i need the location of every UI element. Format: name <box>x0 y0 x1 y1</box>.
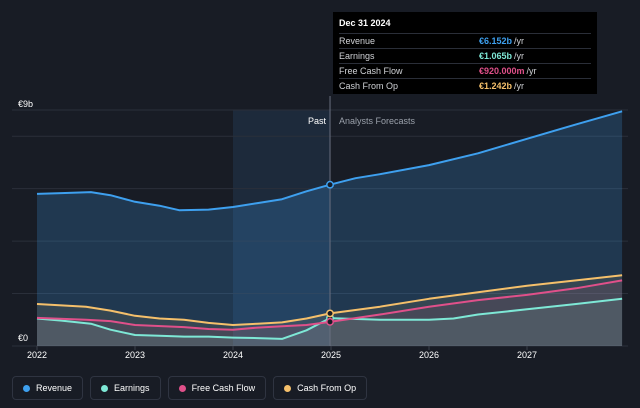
tooltip-markers <box>326 180 334 326</box>
x-tick-label: 2027 <box>517 350 537 360</box>
past-label: Past <box>308 116 327 126</box>
earnings-line <box>36 297 623 340</box>
earnings-dot-icon <box>101 384 109 392</box>
x-tick-label: 2022 <box>27 350 47 360</box>
y-axis-zero-label: €0 <box>18 333 29 343</box>
tooltip-row-label: Cash From Op <box>339 81 399 91</box>
forecast-label: Analysts Forecasts <box>339 116 416 126</box>
x-tick-label: 2026 <box>419 350 439 360</box>
tooltip-row-unit: /yr <box>526 66 537 76</box>
legend-item-earnings[interactable]: Earnings <box>90 376 161 400</box>
series-lines <box>36 110 623 340</box>
past-highlight-band <box>233 110 331 346</box>
y-axis-max-label: €9b <box>18 99 34 109</box>
x-tick-label: 2023 <box>125 350 145 360</box>
cash-from-op-line <box>36 274 623 326</box>
legend-item-free-cash-flow[interactable]: Free Cash Flow <box>167 376 267 400</box>
tooltip-row-earnings: Earnings €1.065b /yr <box>339 48 591 63</box>
revenue-dot-icon <box>23 384 30 392</box>
tooltip-row-free-cash-flow: Free Cash Flow €920.000m /yr <box>339 63 591 78</box>
tooltip-row-value: €1.065b <box>479 51 513 61</box>
cash-from-op-marker <box>326 309 334 318</box>
x-tick-label: 2025 <box>321 350 341 360</box>
tooltip-row-label: Free Cash Flow <box>339 66 403 76</box>
free-cash-flow-dot-icon <box>178 384 186 392</box>
legend-label: Revenue <box>36 383 73 393</box>
x-axis-ticks: 2022 2023 2024 2025 2026 2027 <box>27 346 537 360</box>
legend: Revenue Earnings Free Cash Flow Cash Fro… <box>12 376 368 400</box>
free-cash-flow-line <box>36 279 623 331</box>
tooltip-row-value: €6.152b <box>479 36 513 46</box>
data-tooltip: Dec 31 2024 Revenue €6.152b /yr Earnings… <box>333 12 597 94</box>
legend-item-revenue[interactable]: Revenue <box>12 376 84 400</box>
tooltip-row-label: Earnings <box>339 51 375 61</box>
tooltip-row-value: €920.000m <box>479 66 525 76</box>
tooltip-row-unit: /yr <box>514 36 525 46</box>
free-cash-flow-marker <box>326 317 334 326</box>
revenue-line <box>36 110 623 212</box>
legend-label: Earnings <box>114 383 150 393</box>
tooltip-row-value: €1.242b <box>479 81 513 91</box>
tooltip-row-unit: /yr <box>514 51 525 61</box>
free-cash-flow-area <box>37 280 623 346</box>
tooltip-row-label: Revenue <box>339 36 376 46</box>
legend-item-cash-from-op[interactable]: Cash From Op <box>273 376 368 400</box>
tooltip-row-revenue: Revenue €6.152b /yr <box>339 33 591 48</box>
legend-label: Free Cash Flow <box>191 383 256 393</box>
revenue-marker <box>326 180 334 189</box>
tooltip-row-unit: /yr <box>514 81 525 91</box>
tooltip-row-cash-from-op: Cash From Op €1.242b /yr <box>339 78 591 93</box>
cash-from-op-dot-icon <box>284 384 292 392</box>
tooltip-date: Dec 31 2024 <box>339 18 391 28</box>
x-tick-label: 2024 <box>223 350 243 360</box>
gridlines <box>12 109 628 347</box>
legend-label: Cash From Op <box>297 383 357 393</box>
